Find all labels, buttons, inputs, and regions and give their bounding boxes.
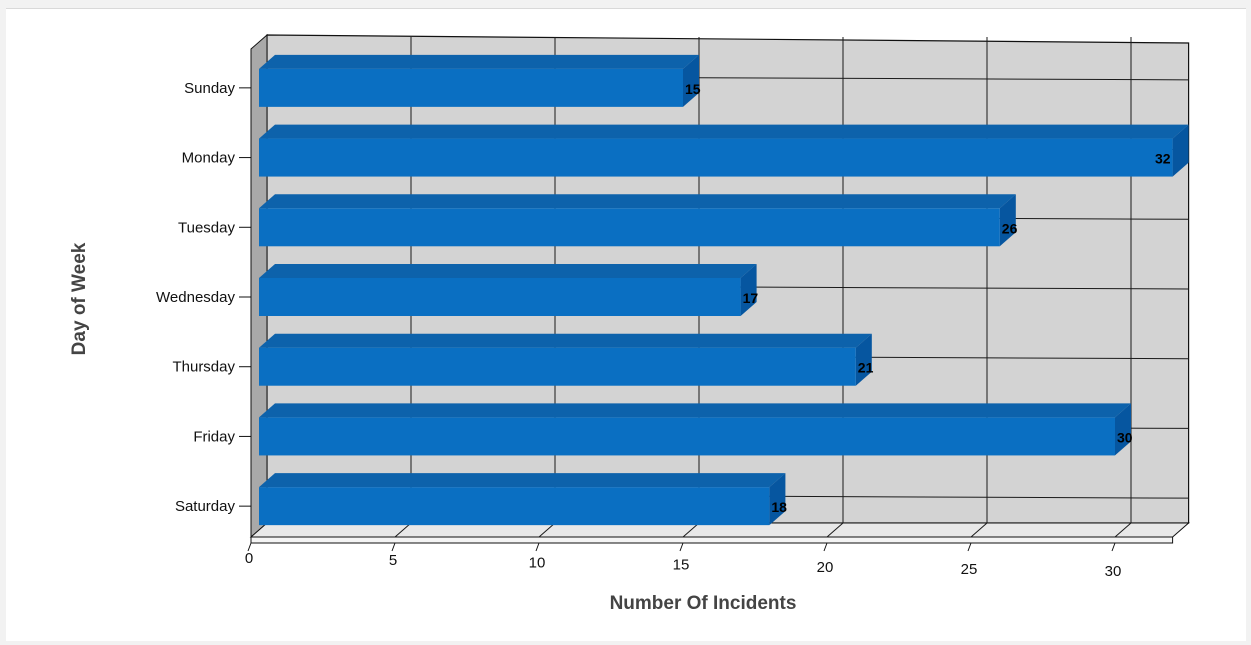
bar-side-sunday (683, 54, 699, 107)
bar-sunday (259, 68, 683, 107)
value-label-wednesday: 17 (743, 290, 759, 306)
bar-side-tuesday (999, 194, 1016, 247)
gridline-floor (538, 522, 556, 538)
x-tick-label-10: 10 (529, 554, 546, 571)
gridline-floor (970, 522, 988, 538)
value-labels: 15 32 26 17 21 30 18 (685, 81, 1171, 515)
x-tick-label-15: 15 (673, 557, 690, 574)
value-label-monday: 32 (1155, 151, 1171, 167)
floor-edge (250, 536, 1174, 544)
gridline-floor (1114, 522, 1132, 538)
bar-side-thursday (855, 333, 872, 386)
x-axis: 0 5 10 15 20 25 30 (245, 542, 1122, 580)
bar-top-wednesday (259, 264, 757, 278)
bar-chart: 15 32 26 17 21 30 18 Sunday Monday Tuesday Wednes… (69, 33, 1190, 614)
gridline-floor (682, 522, 700, 538)
chart-frame: 15 32 26 17 21 30 18 Sunday Monday Tuesday Wednes… (6, 8, 1246, 641)
value-label-sunday: 15 (685, 81, 701, 97)
x-tick (247, 542, 252, 552)
x-tick-label-20: 20 (817, 559, 834, 576)
y-tick-label-sunday: Sunday (184, 80, 235, 97)
bar-side-saturday (769, 473, 786, 526)
value-label-friday: 30 (1117, 429, 1133, 445)
bars (259, 54, 1189, 526)
x-tick (1111, 542, 1116, 552)
bar-side-monday (1172, 124, 1189, 177)
value-label-thursday: 21 (858, 360, 874, 376)
bar-side-wednesday (740, 264, 757, 316)
y-axis-title: Day of Week (69, 242, 90, 355)
x-tick-label-30: 30 (1105, 563, 1122, 580)
x-tick (967, 542, 972, 552)
bar-tuesday (259, 208, 1000, 247)
x-tick (823, 542, 828, 552)
bar-friday (259, 417, 1115, 456)
bar-monday (259, 138, 1173, 177)
x-tick (679, 542, 684, 552)
y-tick-label-wednesday: Wednesday (156, 289, 235, 306)
bar-top-thursday (259, 333, 872, 348)
bar-top-tuesday (259, 194, 1016, 209)
x-tick (391, 542, 396, 552)
value-label-saturday: 18 (771, 499, 787, 515)
x-tick (535, 542, 540, 552)
bar-saturday (259, 487, 770, 526)
bar-top-friday (259, 403, 1131, 418)
y-tick-label-tuesday: Tuesday (178, 219, 235, 236)
gridline-floor (826, 522, 844, 538)
bar-top-sunday (259, 54, 699, 69)
value-label-tuesday: 26 (1002, 220, 1018, 236)
bar-thursday (259, 347, 856, 386)
x-tick-label-5: 5 (389, 552, 397, 569)
x-tick-label-25: 25 (961, 561, 978, 578)
x-tick-label-0: 0 (245, 550, 253, 567)
bar-top-saturday (259, 473, 786, 488)
y-tick-label-saturday: Saturday (175, 498, 236, 515)
x-axis-title: Number Of Incidents (610, 593, 797, 614)
y-axis: Sunday Monday Tuesday Wednesday Thursday Frid… (156, 80, 251, 515)
y-tick-label-friday: Friday (193, 428, 235, 445)
y-tick-label-thursday: Thursday (172, 359, 235, 376)
gridline-floor (394, 522, 412, 538)
bar-wednesday (259, 278, 741, 316)
bar-top-monday (259, 124, 1189, 139)
y-tick-label-monday: Monday (182, 150, 236, 167)
bar-side-friday (1115, 403, 1131, 456)
